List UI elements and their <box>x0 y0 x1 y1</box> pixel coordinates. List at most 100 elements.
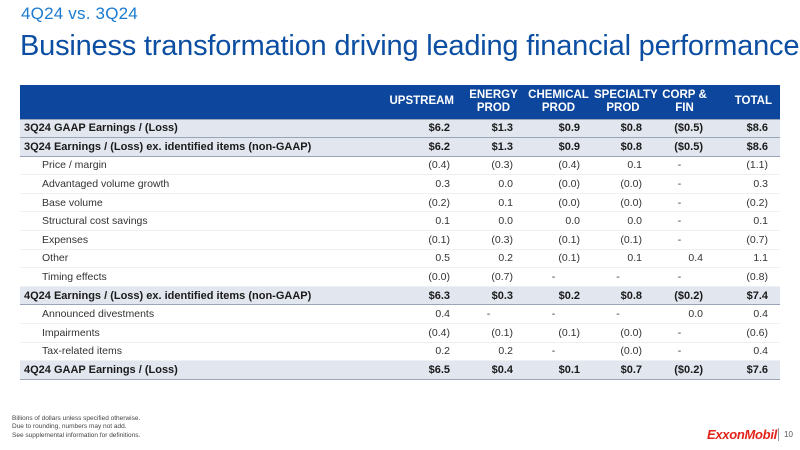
cell-total: 0.4 <box>715 304 780 325</box>
row-label: Advantaged volume growth <box>20 174 352 194</box>
row-label: 3Q24 Earnings / (Loss) ex. identified it… <box>20 137 352 157</box>
cell-corp-fin: - <box>654 323 715 343</box>
table-row: Impairments (0.4) (0.1) (0.1) (0.0) - (0.6) <box>20 323 780 343</box>
column-header-energy-products: ENERGY PROD <box>469 88 518 114</box>
cell-chemical-products: (0.4) <box>525 156 592 176</box>
cell-total: (1.1) <box>715 156 780 176</box>
cell-upstream: (0.1) <box>352 230 462 250</box>
row-label: Announced divestments <box>20 304 352 325</box>
row-label: Impairments <box>20 323 352 343</box>
cell-specialty-products: (0.0) <box>592 193 654 213</box>
column-header-upstream: UPSTREAM <box>389 95 454 108</box>
table-row-total: 3Q24 Earnings / (Loss) ex. identified it… <box>20 137 780 157</box>
table-row: Expenses (0.1) (0.3) (0.1) (0.1) - (0.7) <box>20 230 780 250</box>
cell-total: $7.6 <box>715 360 780 380</box>
page-title: Business transformation driving leading … <box>20 30 800 62</box>
cell-energy-products: - <box>462 304 525 325</box>
cell-energy-products: 0.2 <box>462 342 525 362</box>
table-row: Price / margin (0.4) (0.3) (0.4) 0.1- (1.1) <box>20 156 780 176</box>
row-label: Expenses <box>20 230 352 250</box>
cell-upstream: $6.2 <box>352 137 462 157</box>
cell-energy-products: 0.0 <box>462 174 525 194</box>
cell-chemical-products: (0.1) <box>525 249 592 269</box>
row-label: 4Q24 Earnings / (Loss) ex. identified it… <box>20 285 352 306</box>
cell-total: 0.4 <box>715 342 780 362</box>
cell-specialty-products: 0.0 <box>592 211 654 232</box>
footnote-line: See supplemental information for definit… <box>12 431 141 439</box>
table-row-total: 4Q24 GAAP Earnings / (Loss) $6.5 $0.4 $0.1 $… <box>20 360 780 380</box>
cell-corp-fin: 0.4 <box>654 249 715 269</box>
cell-total: (0.7) <box>715 230 780 250</box>
row-label: Timing effects <box>20 267 352 287</box>
cell-chemical-products: $0.9 <box>525 137 592 157</box>
cell-chemical-products: - <box>525 342 592 362</box>
cell-corp-fin: - <box>654 230 715 250</box>
cell-specialty-products: (0.0) <box>592 342 654 362</box>
cell-energy-products: $1.3 <box>462 118 525 139</box>
earnings-table: UPSTREAM ENERGY PROD CHEMICAL PROD SPECI… <box>20 85 780 380</box>
cell-specialty-products: (0.1) <box>592 230 654 250</box>
cell-specialty-products: $0.7 <box>592 360 654 380</box>
footnote: Billions of dollars unless specified oth… <box>12 415 140 440</box>
cell-upstream: $6.3 <box>352 285 462 306</box>
cell-upstream: (0.4) <box>352 323 462 343</box>
row-label: 4Q24 GAAP Earnings / (Loss) <box>20 360 352 380</box>
cell-energy-products: (0.7) <box>462 267 525 287</box>
cell-corp-fin: - <box>654 267 715 287</box>
table-row: Other 0.5 0.2 (0.1) 0.1 0.4 1.1 <box>20 249 780 269</box>
cell-energy-products: 0.2 <box>462 249 525 269</box>
cell-corp-fin: - <box>654 174 715 194</box>
cell-chemical-products: - <box>525 304 592 325</box>
cell-total: (0.2) <box>715 193 780 213</box>
table-row: Advantaged volume growth 0.3 0.0 (0.0) (0.0)… <box>20 174 780 194</box>
cell-corp-fin: ($0.2) <box>654 360 715 380</box>
cell-chemical-products: $0.9 <box>525 118 592 139</box>
cell-upstream: (0.0) <box>352 267 462 287</box>
cell-specialty-products: 0.1 <box>592 156 654 176</box>
cell-corp-fin: 0.0 <box>654 304 715 325</box>
cell-upstream: $6.5 <box>352 360 462 380</box>
exxonmobil-logo: ExxonMobil <box>707 427 777 442</box>
row-label: Structural cost savings <box>20 211 352 232</box>
cell-energy-products: $1.3 <box>462 137 525 157</box>
cell-energy-products: $0.4 <box>462 360 525 380</box>
cell-total: $7.4 <box>715 285 780 306</box>
cell-energy-products: (0.3) <box>462 156 525 176</box>
cell-total: 0.3 <box>715 174 780 194</box>
cell-corp-fin: - <box>654 193 715 213</box>
cell-corp-fin: ($0.5) <box>654 137 715 157</box>
cell-corp-fin: ($0.2) <box>654 285 715 306</box>
table-header-row: UPSTREAM ENERGY PROD CHEMICAL PROD SPECI… <box>20 85 780 119</box>
cell-total: 0.1 <box>715 211 780 232</box>
cell-energy-products: 0.1 <box>462 193 525 213</box>
cell-upstream: (0.4) <box>352 156 462 176</box>
cell-chemical-products: (0.1) <box>525 230 592 250</box>
cell-corp-fin: - <box>654 342 715 362</box>
cell-corp-fin: - <box>654 211 715 232</box>
cell-specialty-products: - <box>592 304 654 325</box>
table-row-total: 4Q24 Earnings / (Loss) ex. identified it… <box>20 285 780 306</box>
footnote-line: Billions of dollars unless specified oth… <box>12 415 141 422</box>
table-row-total: 3Q24 GAAP Earnings / (Loss) $6.2 $1.3 $0.9 $… <box>20 118 780 139</box>
cell-total: 1.1 <box>715 249 780 269</box>
cell-energy-products: 0.0 <box>462 211 525 232</box>
header-label-cell <box>20 85 352 119</box>
table-row: Timing effects (0.0) (0.7) - - - (0.8) <box>20 267 780 287</box>
cell-chemical-products: 0.0 <box>525 211 592 232</box>
cell-energy-products: $0.3 <box>462 285 525 306</box>
cell-upstream: 0.2 <box>352 342 462 362</box>
cell-energy-products: (0.3) <box>462 230 525 250</box>
cell-total: $8.6 <box>715 137 780 157</box>
column-header-specialty-products: SPECIALTY PROD <box>594 88 658 114</box>
table-body: 3Q24 GAAP Earnings / (Loss) $6.2 $1.3 $0.9 $… <box>20 118 780 380</box>
cell-total: (0.6) <box>715 323 780 343</box>
cell-upstream: 0.5 <box>352 249 462 269</box>
cell-chemical-products: $0.1 <box>525 360 592 380</box>
cell-upstream: 0.3 <box>352 174 462 194</box>
row-label: Other <box>20 249 352 269</box>
page-number: 10 <box>784 430 793 439</box>
footer-divider <box>778 428 779 441</box>
row-label: Base volume <box>20 193 352 213</box>
table-row: Base volume (0.2) 0.1 (0.0) (0.0) - (0.2) <box>20 193 780 213</box>
column-header-corp-fin: CORP & FIN <box>662 88 707 114</box>
